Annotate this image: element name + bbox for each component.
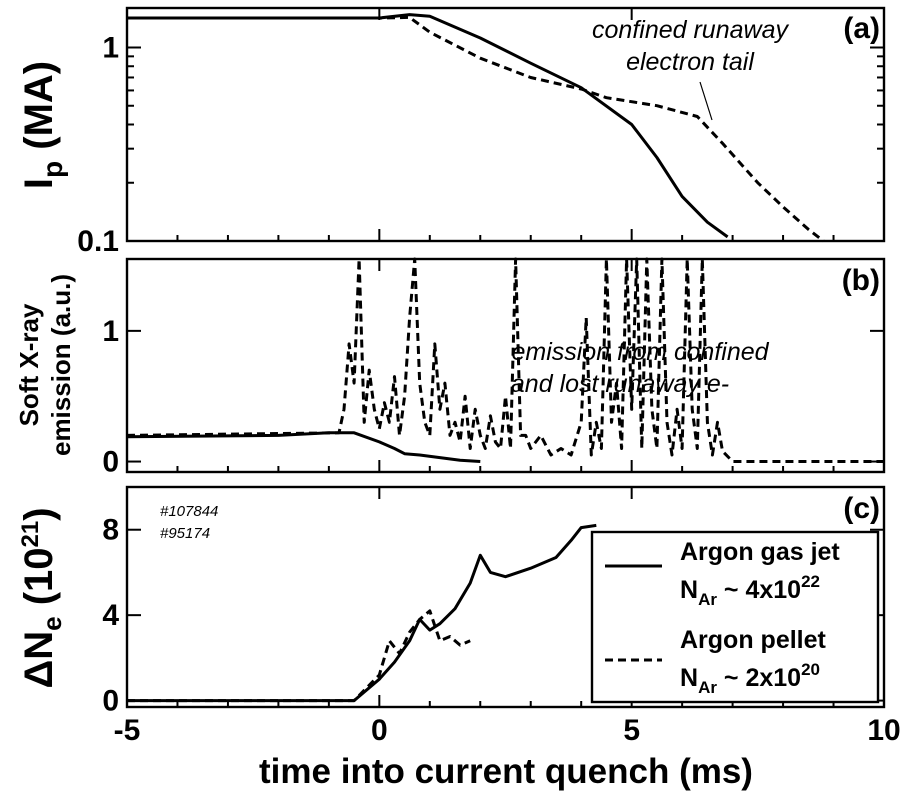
legend-2-sup: 20 [801, 660, 820, 679]
legend-1-main: N [680, 576, 698, 604]
legend-1-sup: 22 [801, 572, 820, 591]
panel-b-ytick-label: 0 [102, 446, 119, 479]
panel-b-frame [125, 257, 886, 474]
panel-a-ylabel: Ip (MA) [17, 61, 68, 189]
legend-2-main: N [680, 664, 698, 692]
panel-a-ticks: 10.1 [77, 8, 885, 258]
panel-c: 048-5 0 5 10 (c) #107844 #95174 ΔNe (1021) … [17, 485, 901, 791]
panel-b-series-dashed [126, 257, 884, 463]
panel-b-series [126, 257, 884, 463]
x-tick-label: -5 [114, 714, 141, 747]
panel-c-series-solid [127, 523, 597, 703]
panel-c-ytick-label: 4 [102, 599, 119, 632]
panel-a-ylabel-rest: (MA) [17, 61, 61, 161]
shot-number-1: #107844 [160, 503, 218, 520]
panel-b-tag: (b) [842, 264, 880, 297]
shot-number-2: #95174 [160, 525, 210, 542]
panel-a-annotation-pointer [699, 81, 713, 121]
x-axis-label: time into current quench (ms) [259, 752, 753, 791]
panel-b-ylabel-line2: emission (a.u.) [46, 274, 76, 456]
legend-1-rest: ~ 4x10 [717, 576, 801, 604]
panel-a-ytick-label: 0.1 [77, 225, 119, 258]
panel-c-ytick-label: 8 [102, 514, 119, 547]
panel-b-series-solid [126, 431, 481, 463]
panel-a-annotation-line2: electron tail [626, 48, 755, 76]
panel-c-ylabel-close: ) [17, 507, 61, 520]
panel-c-ylabel-sub: e [37, 616, 67, 630]
panel-a-tag: (a) [843, 12, 880, 45]
panel-b: 01 (b) emission from confined and lost r… [14, 257, 886, 479]
x-tick-label: 10 [867, 714, 900, 747]
legend-sublabel-1: NAr ~ 4x1022 [680, 572, 820, 609]
panel-a-series-dashed [127, 15, 825, 243]
panel-a-ytick-label: 1 [102, 31, 119, 64]
legend-2-sub: Ar [698, 678, 717, 697]
panel-a-series [127, 13, 825, 243]
panel-c-ytick-label: 0 [102, 685, 119, 718]
panel-c-ylabel-sup: 21 [17, 521, 44, 548]
panel-b-ylabel-line1: Soft X-ray [14, 303, 44, 426]
panel-c-ylabel-main: ΔN [17, 631, 61, 689]
panel-c-ylabel-rest: (10 [17, 547, 61, 616]
panel-a: 10.1 (a) confined runaway electron tail … [17, 6, 886, 258]
panel-b-ticks: 01 [102, 259, 885, 479]
panel-c-series [127, 523, 597, 703]
panel-b-ytick-label: 1 [102, 315, 119, 348]
x-tick-label: 0 [371, 714, 388, 747]
legend-1-sub: Ar [698, 590, 717, 609]
legend-box [590, 530, 880, 704]
panel-c-frame [125, 485, 886, 709]
panel-b-annotation-line1: emission from confined [511, 338, 769, 366]
x-tick-label: 5 [623, 714, 640, 747]
legend: Argon gas jet NAr ~ 4x1022 Argon pellet … [590, 530, 880, 704]
panel-b-annotation-line2: and lost runaway e- [511, 370, 729, 398]
legend-label-2: Argon pellet [680, 626, 827, 654]
legend-label-1: Argon gas jet [680, 538, 840, 566]
panel-a-ylabel-sub: p [37, 161, 68, 178]
panel-c-tag: (c) [843, 492, 880, 525]
legend-2-rest: ~ 2x10 [717, 664, 801, 692]
panel-c-ylabel: ΔNe (1021) [17, 507, 67, 688]
panel-a-ylabel-main: I [17, 178, 61, 189]
panel-a-annotation-line1: confined runaway [592, 16, 789, 44]
panel-c-ticks: 048-5 0 5 10 [102, 487, 901, 747]
legend-sublabel-2: NAr ~ 2x1020 [680, 660, 820, 697]
